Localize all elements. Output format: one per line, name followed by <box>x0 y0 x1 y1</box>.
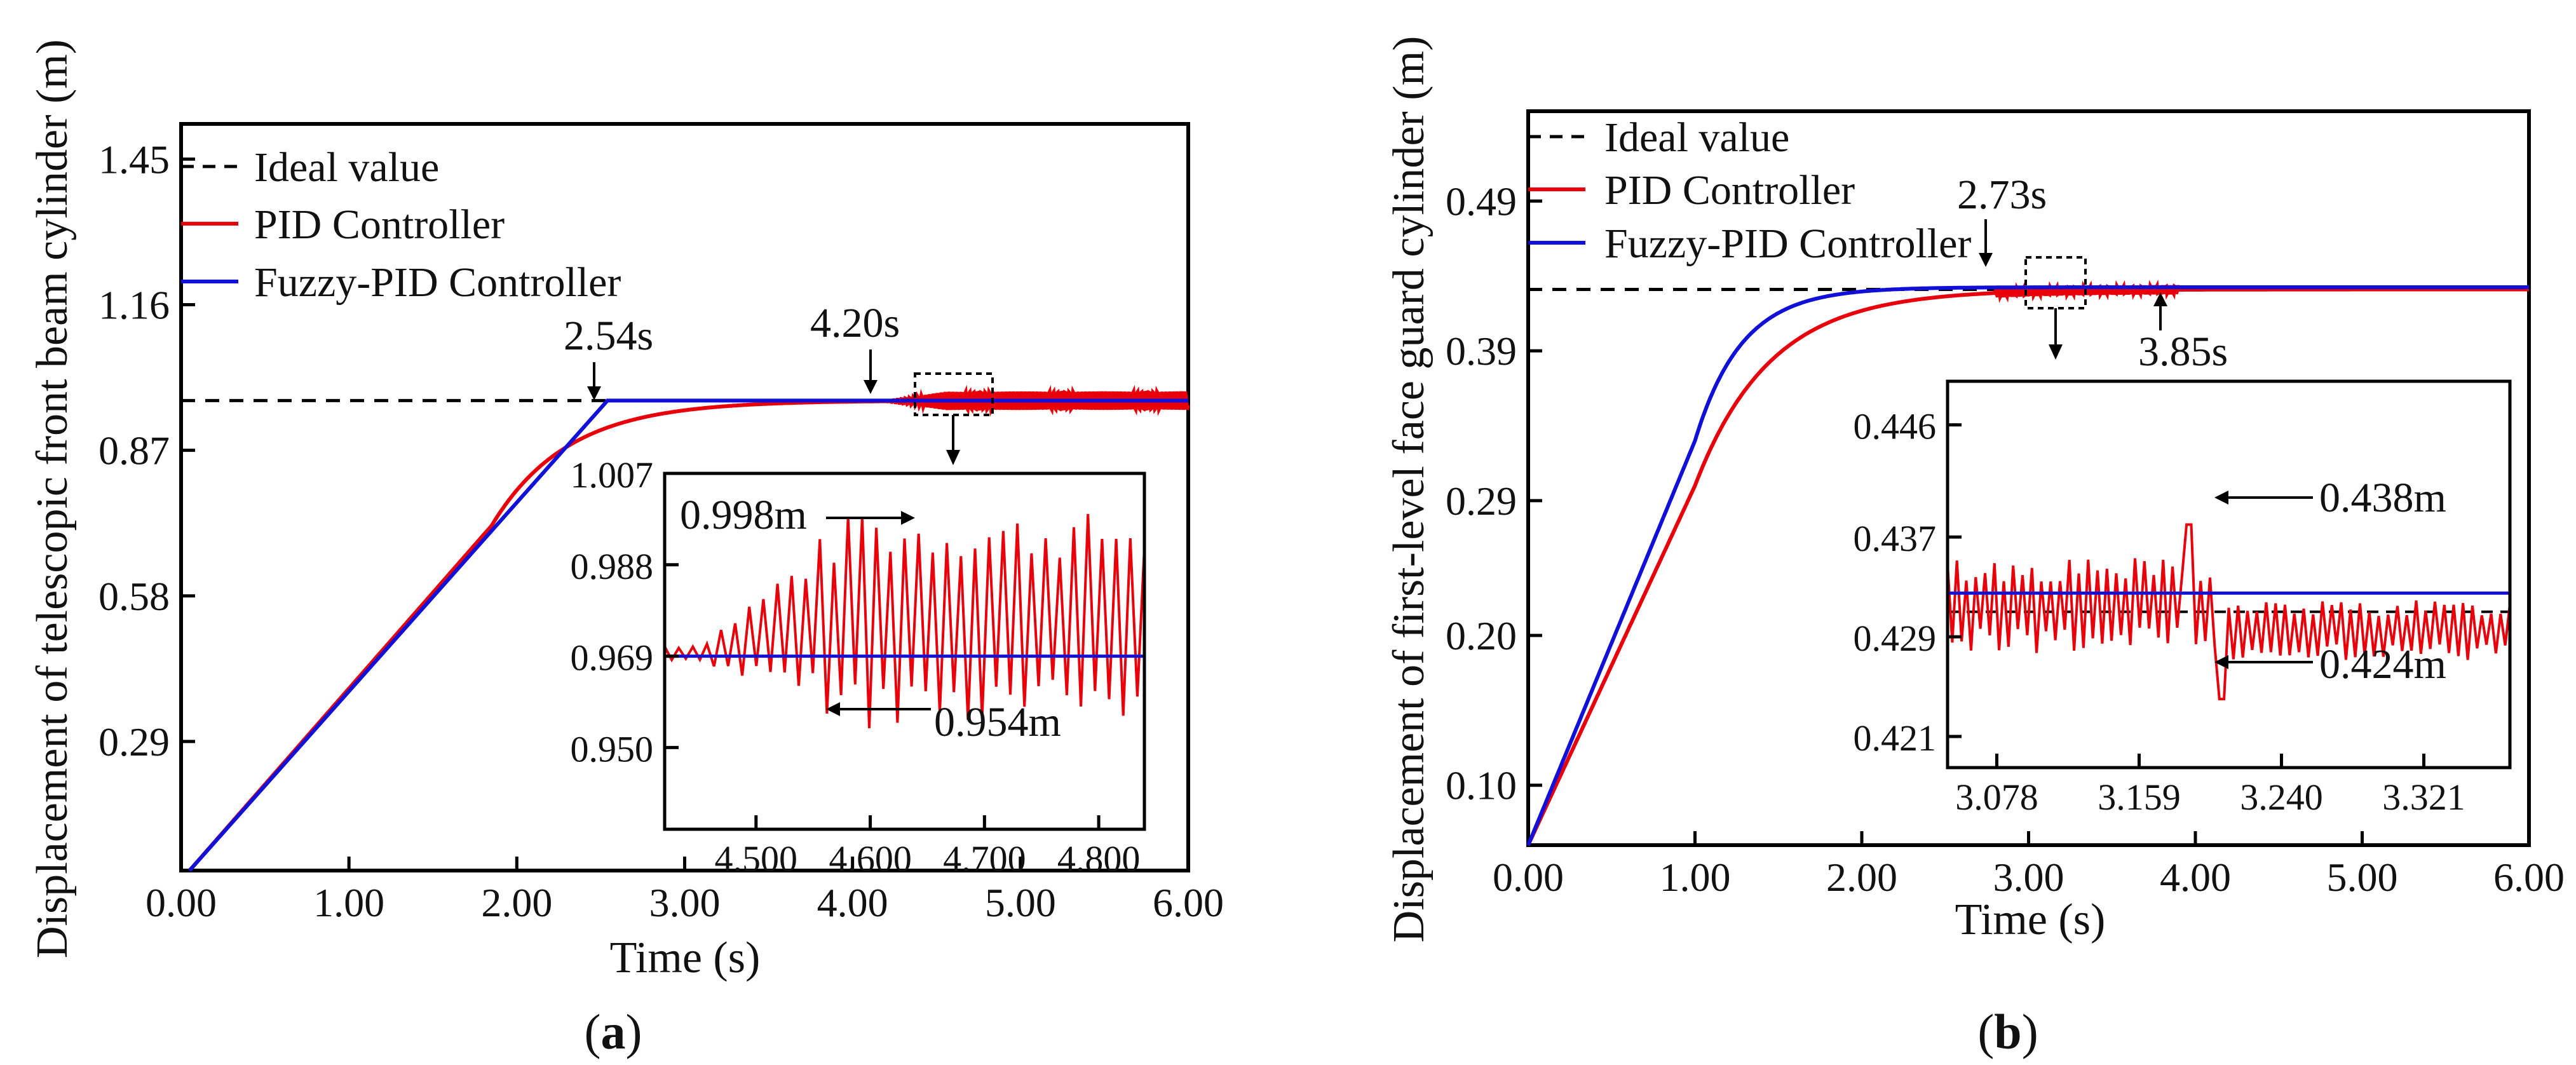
panel-a: 0.00 1.00 2.00 3.00 4.00 5.00 6.00 0.29 0.58 0.87… <box>28 39 1224 1059</box>
y-axis-label-b: Displacement of first-level face guard c… <box>1385 36 1434 943</box>
b-x-tick-label: 6.00 <box>2493 855 2565 900</box>
a-x-tick-label: 0.00 <box>146 880 217 925</box>
b-x-tick-label: 1.00 <box>1660 855 1731 900</box>
b-x-tick-label: 3.00 <box>1993 855 2064 900</box>
annotation-4-20s-arrowhead <box>864 380 878 394</box>
legend-ideal-label-a: Ideal value <box>254 144 439 191</box>
a-inset-y-tick-label: 1.007 <box>571 454 654 496</box>
b-inset-y-tick-label: 0.437 <box>1854 518 1937 559</box>
inset-annotation-max-a: 0.998m <box>680 492 807 538</box>
series-pid-b <box>1526 280 2529 846</box>
annotation-2-54s: 2.54s <box>564 313 653 359</box>
b-inset-y-tick-label: 0.421 <box>1854 717 1937 759</box>
legend-ideal-label-b: Ideal value <box>1604 114 1789 161</box>
caption-a: (a) <box>585 1004 642 1059</box>
x-axis-label-b: Time (s) <box>1955 895 2106 944</box>
b-y-tick-label: 0.49 <box>1446 179 1517 224</box>
a-y-tick-label: 0.87 <box>98 428 170 473</box>
b-y-tick-label: 0.39 <box>1446 329 1517 374</box>
a-y-tick-label: 0.29 <box>98 719 170 764</box>
inset-background-b <box>1948 381 2510 768</box>
inset-annotation-min-b: 0.424m <box>2319 641 2446 688</box>
series-lines-b <box>1526 280 2529 846</box>
b-y-tick-label: 0.10 <box>1446 763 1517 808</box>
b-y-tick-label: 0.20 <box>1446 613 1517 658</box>
b-y-tick-label: 0.29 <box>1446 478 1517 524</box>
series-lines-a <box>181 384 1190 872</box>
b-x-tick-label: 0.00 <box>1493 855 1564 900</box>
a-inset-y-tick-label: 0.969 <box>571 637 654 679</box>
a-inset-x-tick-label: 4.700 <box>943 838 1026 879</box>
b-inset-x-tick-label: 3.240 <box>2240 777 2323 818</box>
b-inset-x-tick-label: 3.159 <box>2098 777 2181 818</box>
legend-pid-label-a: PID Controller <box>254 201 505 248</box>
series-fuzzy-a <box>187 398 1188 872</box>
a-x-tick-label: 4.00 <box>817 880 888 925</box>
a-y-tick-label: 1.45 <box>98 137 170 182</box>
a-inset-y-tick-label: 0.950 <box>571 728 654 770</box>
inset-series-pid-b <box>1946 523 2511 701</box>
inset-annotation-min-a: 0.954m <box>934 699 1061 745</box>
a-inset-x-tick-label: 4.600 <box>829 838 912 879</box>
a-inset-y-tick-label: 0.988 <box>571 546 654 587</box>
inset-ticks-b: 3.078 3.159 3.240 3.321 0.421 0.429 0.437 0.446 <box>1854 406 2465 818</box>
zoom-box-b <box>2024 256 2087 309</box>
b-inset-y-tick-label: 0.429 <box>1854 618 1937 659</box>
b-inset-x-tick-label: 3.321 <box>2382 777 2465 818</box>
inset-annotation-max-b-arrowhead <box>2214 491 2228 505</box>
inset-annotation-min-b-arrowhead <box>2214 655 2228 669</box>
annotation-2-73s-arrowhead <box>1979 253 1993 267</box>
b-inset-x-tick-label: 3.078 <box>1955 777 2038 818</box>
inset-series-a <box>663 513 1146 729</box>
inset-ticks-a: 4.500 4.600 4.700 4.800 0.950 0.969 0.988 1.007 <box>571 454 1141 879</box>
annotation-2-54s-arrowhead <box>587 386 601 400</box>
inset-annotation-max-a-arrowhead <box>901 511 915 525</box>
a-x-tick-label: 5.00 <box>985 880 1056 925</box>
series-fuzzy-b <box>1526 285 2529 846</box>
x-axis-label-a: Time (s) <box>610 933 761 982</box>
a-x-tick-label: 1.00 <box>313 880 384 925</box>
annotation-3-85s: 3.85s <box>2138 329 2228 375</box>
caption-b: (b) <box>1977 1004 2038 1059</box>
inset-series-pid-a <box>663 513 1146 729</box>
inset-frame-b <box>1946 379 2512 770</box>
a-x-tick-label: 3.00 <box>649 880 721 925</box>
panel-b: 0.00 1.00 2.00 3.00 4.00 5.00 6.00 0.10 0.20 0.29… <box>1385 36 2565 1059</box>
zoom-pointer-a-head <box>946 450 960 465</box>
annotation-4-20s: 4.20s <box>810 300 900 346</box>
b-inset-y-tick-label: 0.446 <box>1854 406 1937 447</box>
b-x-tick-label: 2.00 <box>1826 855 1897 900</box>
b-x-tick-label: 4.00 <box>2160 855 2231 900</box>
axis-ticks-a: 0.00 1.00 2.00 3.00 4.00 5.00 6.00 0.29 0.58 0.87… <box>98 137 1224 925</box>
inset-frame-a <box>663 471 1146 831</box>
inset-series-b <box>1946 523 2511 701</box>
a-y-tick-label: 0.58 <box>98 574 170 619</box>
legend-fuzzy-label-b: Fuzzy-PID Controller <box>1604 220 1971 267</box>
legend-fuzzy-label-a: Fuzzy-PID Controller <box>254 259 621 306</box>
a-inset-x-tick-label: 4.800 <box>1057 838 1141 879</box>
y-axis-label-a: Displacement of telescopic front beam cy… <box>28 39 77 958</box>
annotation-2-73s: 2.73s <box>1957 172 2047 218</box>
a-x-tick-label: 2.00 <box>481 880 552 925</box>
a-y-tick-label: 1.16 <box>98 282 170 327</box>
axis-ticks-b: 0.00 1.00 2.00 3.00 4.00 5.00 6.00 0.10 0.20 0.29… <box>1446 179 2565 900</box>
annotation-3-85s-arrowhead <box>2153 292 2167 306</box>
b-x-tick-label: 5.00 <box>2327 855 2398 900</box>
a-inset-x-tick-label: 4.500 <box>715 838 798 879</box>
zoom-pointer-b-head <box>2049 344 2063 360</box>
inset-annotation-max-b: 0.438m <box>2319 475 2446 521</box>
a-x-tick-label: 6.00 <box>1153 880 1224 925</box>
legend-pid-label-b: PID Controller <box>1604 167 1855 214</box>
inset-annotation-min-a-arrowhead <box>826 702 840 716</box>
